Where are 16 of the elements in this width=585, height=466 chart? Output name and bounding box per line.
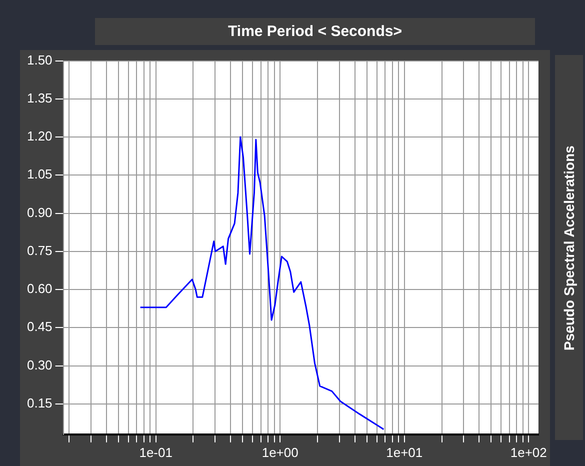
y-tick-label: 1.05 <box>26 166 52 182</box>
y-tick-label: 0.75 <box>26 242 52 258</box>
x-tick-label: 1e-01 <box>139 444 172 460</box>
x-tick-label: 1e+00 <box>262 444 298 460</box>
y-tick-label: 1.35 <box>26 90 52 106</box>
chart-title: Time Period < Seconds> <box>95 18 535 45</box>
y-tick-label: 1.20 <box>26 128 52 144</box>
x-tick-label: 1e+02 <box>510 444 547 460</box>
y-tick-label: 0.60 <box>26 281 52 296</box>
y-axis-title: Pseudo Spectral Accelerations <box>561 145 577 350</box>
x-tick-label: 1e+01 <box>386 444 423 460</box>
y-tick-label: 0.90 <box>26 204 52 220</box>
y-tick-label: 0.45 <box>26 319 52 334</box>
y-tick-label: 0.15 <box>26 395 52 410</box>
y-tick-label: 1.50 <box>26 52 52 68</box>
y-tick-label: 0.30 <box>26 357 52 372</box>
